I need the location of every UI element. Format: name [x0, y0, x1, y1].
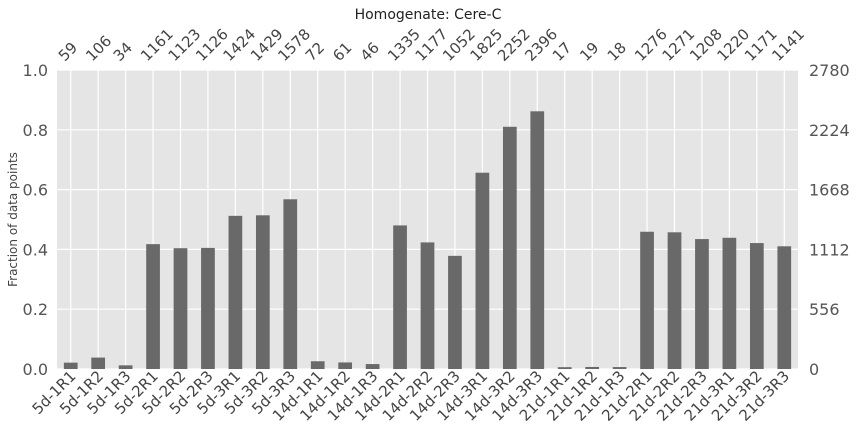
y-tick-label: 0.6: [23, 181, 48, 200]
bar: [201, 247, 215, 369]
bar: [393, 225, 407, 369]
bar: [502, 126, 517, 370]
right-tick-label: 0: [809, 360, 819, 379]
right-tick-label: 1112: [809, 240, 850, 259]
bar: [530, 111, 545, 369]
y-tick-label: 0.8: [23, 121, 48, 140]
bar: [228, 215, 243, 369]
bar: [667, 232, 682, 369]
count-label: 1141: [768, 25, 808, 65]
count-label: 59: [55, 39, 81, 65]
y-tick-label: 1.0: [23, 61, 48, 80]
bar: [448, 255, 462, 369]
left-y-axis: 0.0 0.2 0.4 0.6 0.8 1.0: [23, 61, 48, 379]
right-y-axis: 0 556 1112 1668 2224 2780: [809, 61, 850, 379]
bar: [118, 365, 133, 369]
bar: [63, 362, 78, 369]
count-label: 19: [576, 39, 602, 65]
bar: [777, 246, 792, 369]
count-label: 46: [357, 39, 383, 65]
bar: [338, 362, 353, 369]
count-label: 106: [82, 32, 115, 65]
bar: [255, 215, 270, 369]
bar: [640, 231, 654, 369]
count-label: 61: [329, 39, 355, 65]
bar: [722, 237, 737, 369]
bar: [749, 243, 764, 369]
right-tick-label: 2224: [809, 121, 850, 140]
y-tick-label: 0.4: [23, 240, 48, 259]
bar: [585, 366, 600, 369]
bar: [695, 239, 709, 369]
y-axis-label: Fraction of data points: [6, 152, 20, 287]
bar: [365, 364, 380, 369]
y-tick-label: 0.0: [23, 360, 48, 379]
count-label: 18: [604, 39, 630, 65]
bar: [557, 367, 572, 369]
bar: [475, 172, 490, 369]
bar: [146, 244, 160, 369]
count-label: 34: [110, 39, 136, 65]
bar: [310, 361, 325, 369]
bar: [420, 242, 435, 369]
bar: [173, 248, 188, 369]
right-tick-label: 556: [809, 300, 840, 319]
right-tick-label: 1668: [809, 181, 850, 200]
bar: [612, 367, 627, 369]
bars: [63, 111, 792, 370]
x-category-labels: 5d-1R15d-1R25d-1R35d-2R15d-2R25d-2R35d-3…: [29, 367, 793, 425]
right-tick-label: 2780: [809, 61, 850, 80]
bar: [283, 199, 298, 369]
y-tick-label: 0.2: [23, 300, 48, 319]
chart-title: Homogenate: Cere-C: [355, 7, 502, 23]
bar: [91, 357, 106, 369]
